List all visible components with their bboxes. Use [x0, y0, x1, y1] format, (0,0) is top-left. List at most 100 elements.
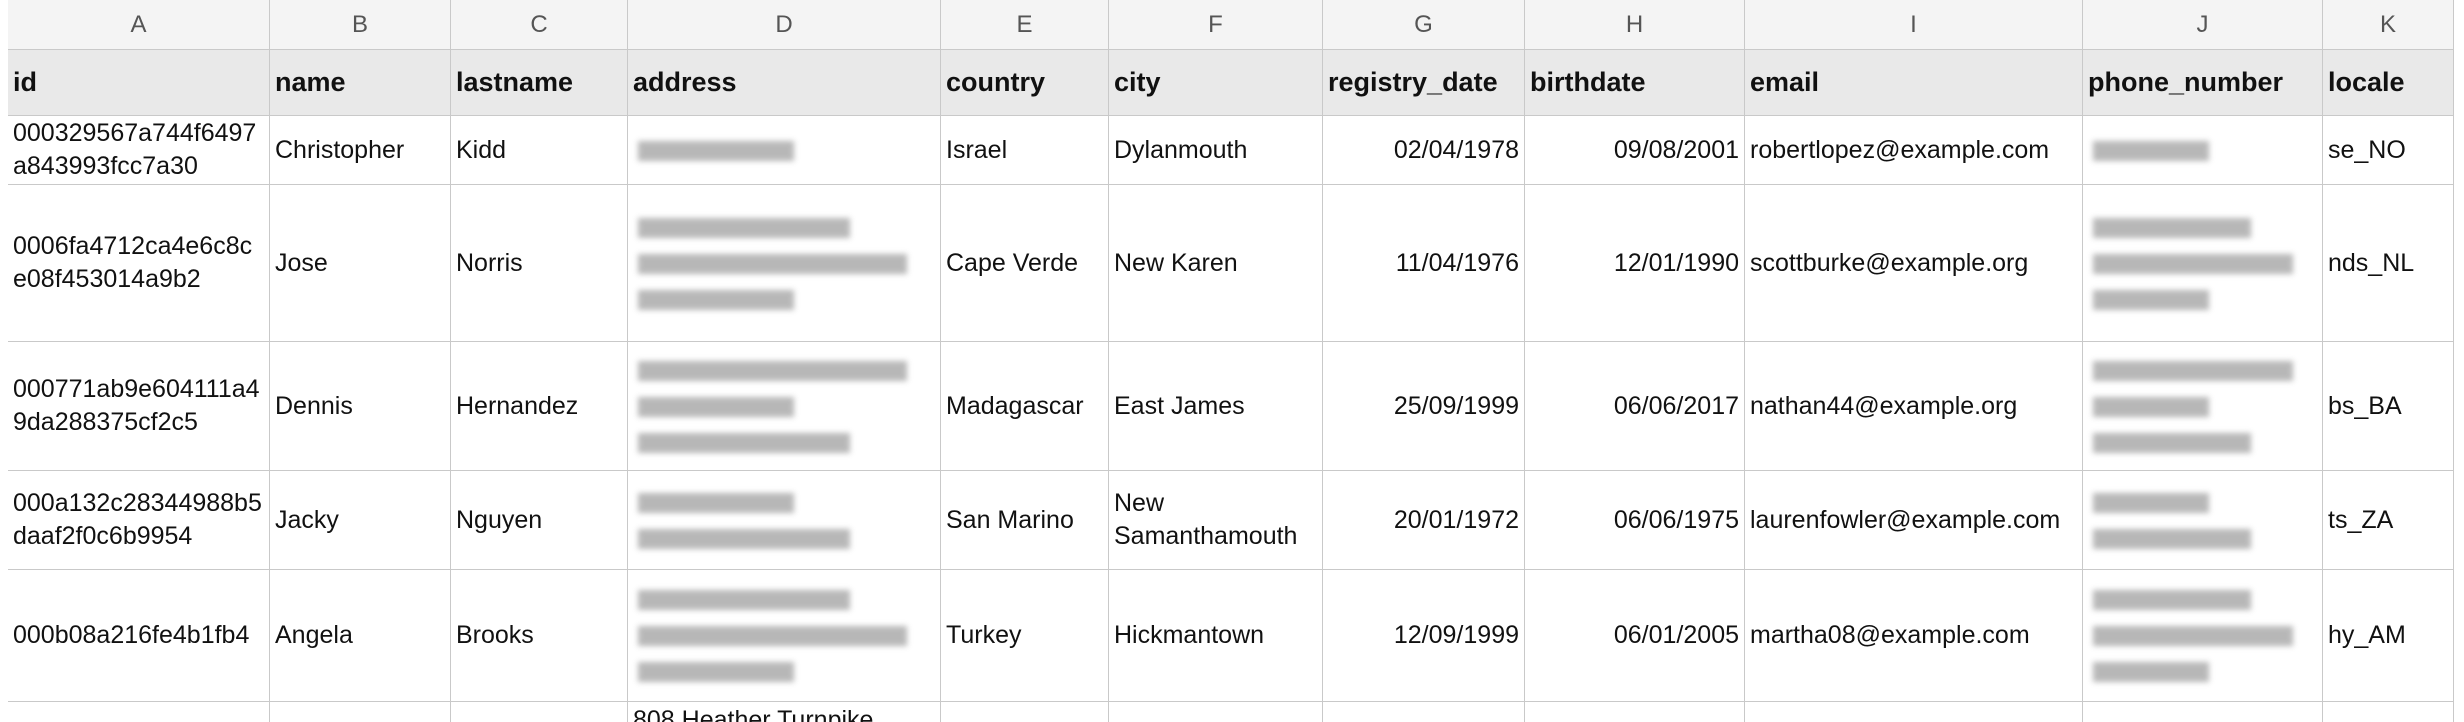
column-letter: J [2083, 0, 2323, 50]
cell: San Marino [941, 471, 1109, 570]
header-cell: name [270, 50, 451, 116]
cell: Turkey [941, 570, 1109, 702]
cell [628, 342, 941, 471]
cell: New Karen [1109, 185, 1323, 342]
cell: 25/09/1999 [1323, 342, 1525, 471]
column-letter: B [270, 0, 451, 50]
redacted-text [2093, 396, 2209, 417]
header-cell: city [1109, 50, 1323, 116]
redacted-text [2093, 253, 2293, 274]
cell [8, 702, 270, 722]
cell: robertlopez@example.com [1745, 116, 2083, 185]
redacted-text [2093, 492, 2209, 513]
redacted-text [2093, 140, 2209, 161]
cell: martha08@example.com [1745, 570, 2083, 702]
cell: 12/01/1990 [1525, 185, 1745, 342]
redacted-text [638, 217, 851, 238]
cell [628, 471, 941, 570]
cell: 06/01/2005 [1525, 570, 1745, 702]
cell [1745, 702, 2083, 722]
redacted-text [638, 432, 851, 453]
redacted-text [638, 626, 907, 646]
cell [2083, 342, 2323, 471]
cell: New Samanthamouth [1109, 471, 1323, 570]
redacted-text [2093, 626, 2293, 646]
cell [941, 702, 1109, 722]
cell [2083, 570, 2323, 702]
cell: 06/06/1975 [1525, 471, 1745, 570]
cell: Nguyen [451, 471, 628, 570]
column-letter: K [2323, 0, 2454, 50]
redacted-text [2093, 528, 2251, 549]
redacted-text [2093, 217, 2251, 238]
cell: nds_NL [2323, 185, 2454, 342]
cell: Hickmantown [1109, 570, 1323, 702]
redacted-text [638, 289, 794, 310]
cell: Norris [451, 185, 628, 342]
header-cell: phone_number [2083, 50, 2323, 116]
header-cell: birthdate [1525, 50, 1745, 116]
redacted-text [2093, 662, 2209, 682]
cell: 20/01/1972 [1323, 471, 1525, 570]
header-cell: registry_date [1323, 50, 1525, 116]
cell: 02/04/1978 [1323, 116, 1525, 185]
cell [2083, 116, 2323, 185]
cell: Angela [270, 570, 451, 702]
cell: hy_AM [2323, 570, 2454, 702]
redacted-text [2093, 590, 2251, 610]
column-letter: I [1745, 0, 2083, 50]
column-letter: A [8, 0, 270, 50]
redacted-text [638, 140, 794, 161]
cell: se_NO [2323, 116, 2454, 185]
column-letter: C [451, 0, 628, 50]
cell: ts_ZA [2323, 471, 2454, 570]
redacted-text [638, 492, 794, 513]
header-cell: address [628, 50, 941, 116]
cell: 0006fa4712ca4e6c8ce08f453014a9b2 [8, 185, 270, 342]
cell: Cape Verde [941, 185, 1109, 342]
column-letter: G [1323, 0, 1525, 50]
cell: Madagascar [941, 342, 1109, 471]
cell: 11/04/1976 [1323, 185, 1525, 342]
cell [270, 702, 451, 722]
column-letter: H [1525, 0, 1745, 50]
cell: nathan44@example.org [1745, 342, 2083, 471]
cell: Jacky [270, 471, 451, 570]
cell: Jose [270, 185, 451, 342]
cell [628, 185, 941, 342]
redacted-text [638, 253, 907, 274]
cell: 808 Heather Turnpike [628, 702, 941, 722]
header-cell: country [941, 50, 1109, 116]
cell [1109, 702, 1323, 722]
cell: Dennis [270, 342, 451, 471]
cell: Hernandez [451, 342, 628, 471]
column-letter: E [941, 0, 1109, 50]
cell [2083, 471, 2323, 570]
cell: Kidd [451, 116, 628, 185]
redacted-text [2093, 432, 2251, 453]
redacted-text [638, 360, 907, 381]
cell: Israel [941, 116, 1109, 185]
cell [628, 116, 941, 185]
cell: East James [1109, 342, 1323, 471]
cell [2323, 702, 2454, 722]
column-letter: D [628, 0, 941, 50]
cell: 000329567a744f6497a843993fcc7a30 [8, 116, 270, 185]
header-cell: lastname [451, 50, 628, 116]
redacted-text [2093, 289, 2209, 310]
redacted-text [638, 662, 794, 682]
column-letter: F [1109, 0, 1323, 50]
header-cell: id [8, 50, 270, 116]
cell: Dylanmouth [1109, 116, 1323, 185]
cell [1525, 702, 1745, 722]
redacted-text [638, 528, 851, 549]
redacted-text [638, 590, 851, 610]
cell: Christopher [270, 116, 451, 185]
cell: 000a132c28344988b5daaf2f0c6b9954 [8, 471, 270, 570]
cell: bs_BA [2323, 342, 2454, 471]
redacted-text [638, 396, 794, 417]
cell: 000b08a216fe4b1fb4 [8, 570, 270, 702]
cell [1323, 702, 1525, 722]
